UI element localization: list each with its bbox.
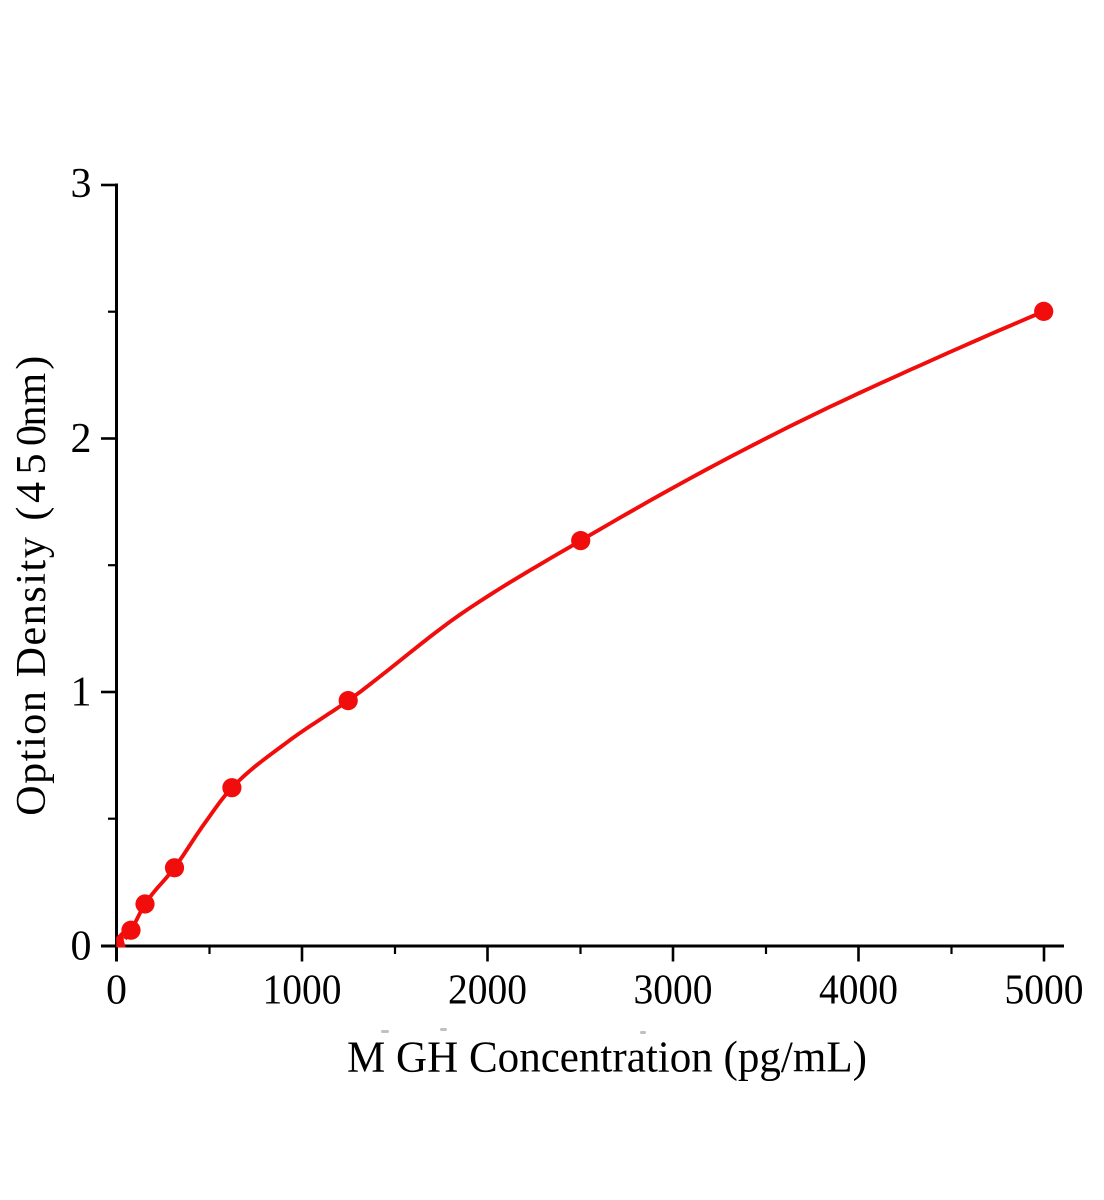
svg-text:2000: 2000 [448, 968, 527, 1014]
svg-text:0: 0 [106, 968, 127, 1014]
svg-text:M GH Concentration (pg/mL): M GH Concentration (pg/mL) [347, 1033, 867, 1082]
svg-text:3: 3 [71, 161, 92, 207]
svg-text:4000: 4000 [819, 968, 898, 1014]
svg-text:5000: 5000 [1005, 968, 1084, 1014]
svg-text:1: 1 [71, 670, 92, 716]
svg-text:2: 2 [71, 416, 92, 462]
svg-text:Option Density(450nm): Option Density(450nm) [9, 354, 55, 816]
svg-text:0: 0 [71, 924, 92, 970]
svg-text:1000: 1000 [263, 968, 342, 1014]
svg-text:3000: 3000 [634, 968, 713, 1014]
